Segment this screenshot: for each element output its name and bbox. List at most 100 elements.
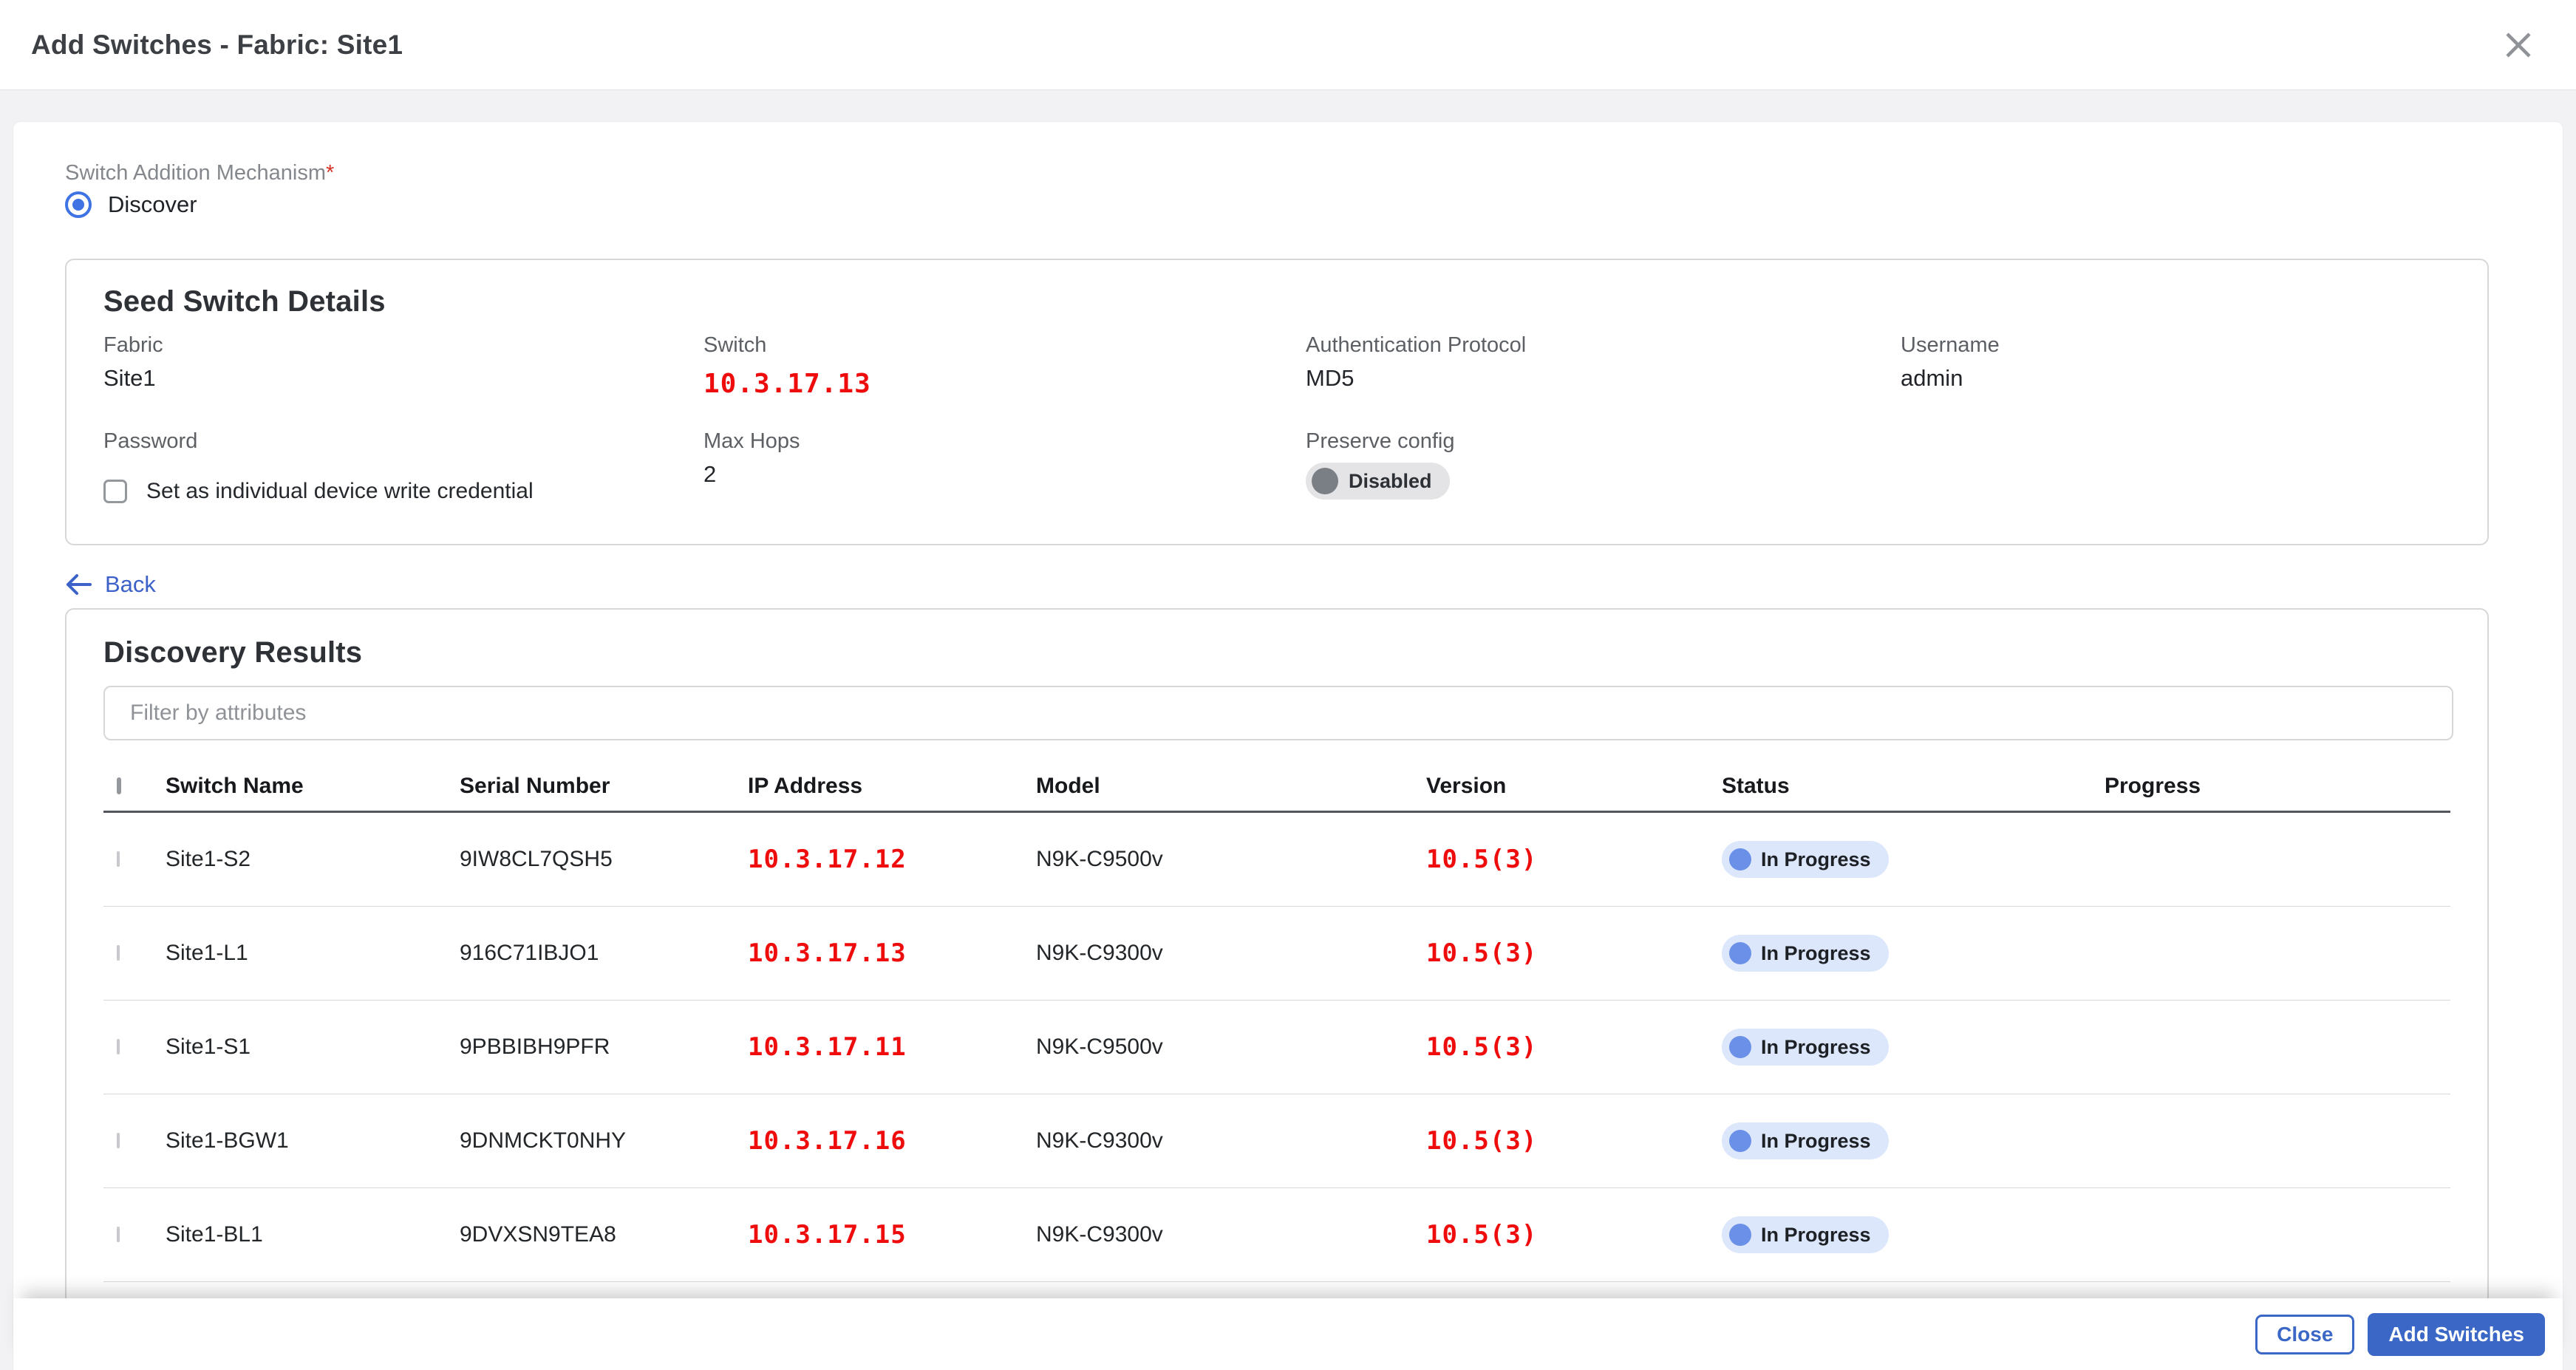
- auth-protocol-label: Authentication Protocol: [1306, 331, 1526, 359]
- cell-serial: 9IW8CL7QSH5: [460, 847, 748, 872]
- status-text: In Progress: [1761, 848, 1871, 871]
- status-dot-icon: [1729, 1130, 1751, 1152]
- write-credential-checkbox[interactable]: [103, 480, 127, 503]
- row-checkbox[interactable]: [117, 1227, 120, 1242]
- max-hops-field: Max Hops 2: [703, 427, 800, 489]
- status-dot-icon: [1729, 942, 1751, 964]
- cell-serial: 9PBBIBH9PFR: [460, 1035, 748, 1060]
- status-dot-icon: [1729, 1036, 1751, 1058]
- preserve-config-toggle[interactable]: Disabled: [1306, 463, 1450, 500]
- cell-version: 10.5(3): [1426, 845, 1722, 874]
- cell-serial: 9DVXSN9TEA8: [460, 1222, 748, 1247]
- cell-switch-name: Site1-BGW1: [166, 1128, 460, 1153]
- table-row: Site1-BL1 9DVXSN9TEA8 10.3.17.15 N9K-C93…: [103, 1188, 2450, 1282]
- col-version: Version: [1426, 774, 1722, 799]
- cell-version: 10.5(3): [1426, 938, 1722, 968]
- write-credential-label: Set as individual device write credentia…: [146, 479, 534, 504]
- dialog-body-panel: Switch Addition Mechanism* Discover Seed…: [13, 122, 2563, 1370]
- cell-serial: 916C71IBJO1: [460, 941, 748, 966]
- password-label: Password: [103, 427, 197, 455]
- status-dot-icon: [1729, 848, 1751, 870]
- toggle-knob: [1312, 468, 1338, 494]
- status-badge: In Progress: [1722, 841, 1889, 878]
- cell-ip: 10.3.17.13: [748, 938, 1036, 968]
- max-hops-value: 2: [703, 460, 800, 489]
- cell-ip: 10.3.17.16: [748, 1126, 1036, 1156]
- status-text: In Progress: [1761, 942, 1871, 965]
- cell-serial: 9DNMCKT0NHY: [460, 1128, 748, 1153]
- row-checkbox[interactable]: [117, 1133, 120, 1148]
- seed-card-title: Seed Switch Details: [103, 285, 2450, 318]
- fabric-field: Fabric Site1: [103, 331, 163, 393]
- col-serial-number: Serial Number: [460, 774, 748, 799]
- cell-version: 10.5(3): [1426, 1126, 1722, 1156]
- status-badge: In Progress: [1722, 935, 1889, 972]
- username-value: admin: [1901, 364, 2000, 393]
- discovery-title: Discovery Results: [103, 636, 2450, 669]
- status-dot-icon: [1729, 1224, 1751, 1246]
- row-checkbox[interactable]: [117, 945, 120, 961]
- status-text: In Progress: [1761, 1036, 1871, 1059]
- discovery-table: Switch Name Serial Number IP Address Mod…: [103, 761, 2450, 1282]
- col-ip-address: IP Address: [748, 774, 1036, 799]
- close-icon[interactable]: [2499, 26, 2538, 64]
- table-row: Site1-L1 916C71IBJO1 10.3.17.13 N9K-C930…: [103, 907, 2450, 1001]
- auth-protocol-field: Authentication Protocol MD5: [1306, 331, 1526, 393]
- cell-ip: 10.3.17.12: [748, 845, 1036, 874]
- switch-value: 10.3.17.13: [703, 369, 871, 399]
- cell-model: N9K-C9300v: [1036, 1222, 1426, 1247]
- table-row: Site1-BGW1 9DNMCKT0NHY 10.3.17.16 N9K-C9…: [103, 1094, 2450, 1188]
- close-icon-glyph: [2501, 27, 2536, 63]
- col-model: Model: [1036, 774, 1426, 799]
- cell-model: N9K-C9300v: [1036, 941, 1426, 966]
- status-badge: In Progress: [1722, 1029, 1889, 1066]
- seed-switch-details-card: Seed Switch Details Fabric Site1 Switch …: [65, 259, 2489, 545]
- col-switch-name: Switch Name: [166, 774, 460, 799]
- cell-switch-name: Site1-BL1: [166, 1222, 460, 1247]
- close-button[interactable]: Close: [2255, 1315, 2354, 1354]
- preserve-config-field: Preserve config Disabled: [1306, 427, 1455, 500]
- username-label: Username: [1901, 331, 2000, 359]
- fabric-label: Fabric: [103, 331, 163, 359]
- col-progress: Progress: [2105, 774, 2450, 799]
- back-link[interactable]: Back: [65, 571, 156, 598]
- cell-switch-name: Site1-S2: [166, 847, 460, 872]
- row-checkbox[interactable]: [117, 851, 120, 867]
- fabric-value: Site1: [103, 364, 163, 393]
- page-title: Add Switches - Fabric: Site1: [31, 30, 403, 61]
- radio-dot: [72, 199, 84, 211]
- table-row: Site1-S2 9IW8CL7QSH5 10.3.17.12 N9K-C950…: [103, 813, 2450, 907]
- select-all-checkbox[interactable]: [117, 777, 121, 794]
- footer-action-bar: Close Add Switches: [13, 1298, 2563, 1370]
- cell-ip: 10.3.17.15: [748, 1220, 1036, 1250]
- row-checkbox[interactable]: [117, 1039, 120, 1054]
- filter-input[interactable]: [103, 686, 2453, 740]
- cell-version: 10.5(3): [1426, 1220, 1722, 1250]
- add-switches-button[interactable]: Add Switches: [2368, 1313, 2545, 1356]
- table-header-row: Switch Name Serial Number IP Address Mod…: [103, 761, 2450, 813]
- discover-radio[interactable]: [65, 191, 92, 218]
- status-badge: In Progress: [1722, 1122, 1889, 1159]
- arrow-left-icon: [65, 573, 93, 596]
- mechanism-label: Switch Addition Mechanism*: [65, 159, 334, 187]
- dialog-header: Add Switches - Fabric: Site1: [0, 0, 2576, 90]
- cell-model: N9K-C9300v: [1036, 1128, 1426, 1153]
- mechanism-label-text: Switch Addition Mechanism: [65, 161, 326, 185]
- discovery-results-card: Discovery Results Switch Name Serial Num…: [65, 608, 2489, 1370]
- write-credential-row: Set as individual device write credentia…: [103, 479, 534, 504]
- cell-switch-name: Site1-L1: [166, 941, 460, 966]
- cell-model: N9K-C9500v: [1036, 1035, 1426, 1060]
- col-status: Status: [1722, 774, 2105, 799]
- back-link-label: Back: [105, 571, 156, 598]
- status-text: In Progress: [1761, 1224, 1871, 1247]
- cell-model: N9K-C9500v: [1036, 847, 1426, 872]
- preserve-config-label: Preserve config: [1306, 427, 1455, 455]
- discover-radio-label: Discover: [108, 191, 197, 218]
- auth-protocol-value: MD5: [1306, 364, 1526, 393]
- cell-version: 10.5(3): [1426, 1032, 1722, 1062]
- table-row: Site1-S1 9PBBIBH9PFR 10.3.17.11 N9K-C950…: [103, 1001, 2450, 1094]
- cell-ip: 10.3.17.11: [748, 1032, 1036, 1062]
- password-field: Password: [103, 427, 197, 455]
- max-hops-label: Max Hops: [703, 427, 800, 455]
- username-field: Username admin: [1901, 331, 2000, 393]
